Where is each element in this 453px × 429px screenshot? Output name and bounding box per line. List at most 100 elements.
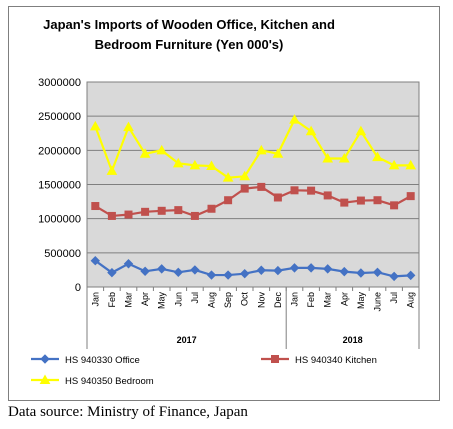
series-lines (89, 114, 417, 282)
chart-title-line: Japan's Imports of Wooden Office, Kitche… (43, 17, 335, 32)
data-point-hs-940340-kitchen (290, 186, 299, 195)
data-point-hs-940350-bedroom (289, 114, 300, 124)
x-tick-label: Jun (173, 292, 183, 307)
data-point-hs-940330-office (107, 267, 117, 278)
data-point-hs-940330-office (190, 265, 200, 275)
x-tick-label: May (356, 292, 366, 310)
year-label: 2017 (177, 335, 197, 345)
chart-frame: Japan's Imports of Wooden Office, Kitche… (8, 6, 440, 401)
data-point-hs-940340-kitchen (390, 201, 399, 210)
data-point-hs-940350-bedroom (338, 153, 350, 163)
data-point-hs-940330-office (173, 267, 184, 278)
data-point-hs-940330-office (140, 266, 150, 276)
x-tick-label: Aug (406, 292, 416, 308)
data-point-hs-940340-kitchen (124, 210, 133, 219)
data-point-hs-940330-office (256, 265, 267, 275)
legend-marker (40, 354, 50, 364)
data-point-hs-940340-kitchen (207, 204, 216, 213)
data-point-hs-940350-bedroom (305, 125, 317, 136)
data-point-hs-940330-office (156, 264, 167, 274)
data-point-hs-940350-bedroom (172, 157, 184, 168)
x-tick-label: Mar (323, 292, 333, 308)
data-point-hs-940350-bedroom (123, 121, 134, 132)
data-point-hs-940340-kitchen (240, 184, 249, 193)
data-point-hs-940330-office (405, 270, 416, 281)
y-tick-label: 1000000 (38, 214, 81, 226)
data-point-hs-940350-bedroom (405, 159, 417, 170)
year-labels: 2017 2018 (86, 287, 420, 349)
x-tick-label: Apr (339, 292, 349, 306)
data-source-note: Data source: Ministry of Finance, Japan (8, 404, 248, 420)
gridlines (87, 115, 419, 254)
data-point-hs-940350-bedroom (222, 172, 234, 182)
y-tick-label: 2500000 (38, 111, 81, 123)
y-tick-label: 0 (75, 282, 81, 294)
x-tick-label: Mar (124, 292, 134, 308)
data-point-hs-940330-office (389, 271, 399, 282)
data-point-hs-940340-kitchen (340, 198, 349, 207)
y-tick-label: 1500000 (38, 180, 81, 192)
x-axis-ticks: Jan Feb Mar Apr May Jun Jul Aug Sep Oct Nov Dec Jan F… (86, 287, 420, 312)
data-point-hs-940340-kitchen (356, 196, 365, 205)
data-point-hs-940340-kitchen (323, 191, 332, 200)
data-point-hs-940350-bedroom (272, 148, 284, 158)
data-point-hs-940350-bedroom (372, 151, 383, 162)
legend-label: HS 940340 Kitchen (295, 355, 377, 366)
data-point-hs-940330-office (123, 259, 134, 269)
data-point-hs-940350-bedroom (388, 159, 400, 170)
data-point-hs-940330-office (372, 267, 383, 278)
x-tick-label: Jan (290, 292, 300, 307)
x-tick-label: May (157, 292, 167, 310)
data-point-hs-940340-kitchen (257, 182, 266, 191)
data-point-hs-940350-bedroom (206, 160, 217, 171)
x-tick-label: Oct (240, 292, 250, 307)
x-tick-label: June (373, 292, 383, 312)
y-tick-label: 2000000 (38, 145, 81, 157)
x-tick-label: Feb (306, 292, 316, 308)
data-point-hs-940330-office (90, 255, 101, 266)
x-tick-label: Sep (223, 292, 233, 308)
x-tick-label: Dec (273, 292, 283, 309)
legend: HS 940330 Office HS 940340 Kitchen HS 9403… (31, 354, 377, 387)
data-point-hs-940350-bedroom (322, 153, 334, 163)
data-point-hs-940350-bedroom (106, 165, 118, 175)
x-tick-label: Jan (90, 292, 100, 307)
data-point-hs-940330-office (206, 270, 217, 280)
legend-label: HS 940330 Office (65, 355, 140, 366)
data-point-hs-940330-office (273, 265, 283, 276)
data-point-hs-940350-bedroom (239, 170, 251, 181)
data-point-hs-940340-kitchen (174, 206, 183, 215)
legend-marker (39, 374, 51, 384)
data-point-hs-940340-kitchen (224, 196, 233, 205)
data-point-hs-940350-bedroom (189, 159, 201, 170)
data-point-hs-940340-kitchen (373, 196, 382, 205)
data-point-hs-940340-kitchen (307, 186, 316, 195)
y-tick-label: 3000000 (38, 77, 81, 89)
chart-title: Japan's Imports of Wooden Office, Kitche… (43, 17, 335, 52)
data-point-hs-940330-office (223, 270, 233, 280)
data-point-hs-940330-office (289, 263, 300, 273)
data-point-hs-940350-bedroom (139, 148, 151, 158)
x-tick-label: Nov (256, 292, 266, 309)
data-point-hs-940330-office (306, 263, 316, 273)
chart-title-line: Bedroom Furniture (Yen 000's) (95, 37, 284, 52)
data-point-hs-940340-kitchen (190, 211, 199, 220)
x-tick-label: Apr (140, 292, 150, 306)
data-point-hs-940340-kitchen (141, 207, 150, 216)
x-tick-label: Aug (207, 292, 217, 308)
y-axis-ticks: 0 500000 1000000 1500000 2000000 2500000 30000… (38, 77, 81, 294)
x-tick-label: Feb (107, 292, 117, 308)
legend-marker (271, 355, 279, 363)
data-point-hs-940330-office (322, 264, 333, 274)
data-point-hs-940340-kitchen (406, 192, 415, 201)
x-tick-label: Jul (389, 292, 399, 304)
data-point-hs-940330-office (356, 268, 366, 278)
x-tick-label: Jul (190, 292, 200, 304)
chart-canvas: Japan's Imports of Wooden Office, Kitche… (31, 17, 420, 387)
legend-label: HS 940350 Bedroom (65, 376, 154, 387)
data-point-hs-940340-kitchen (107, 211, 116, 220)
data-point-hs-940340-kitchen (273, 193, 282, 202)
data-point-hs-940330-office (339, 266, 350, 277)
data-point-hs-940350-bedroom (156, 144, 168, 155)
year-label: 2018 (343, 335, 363, 345)
